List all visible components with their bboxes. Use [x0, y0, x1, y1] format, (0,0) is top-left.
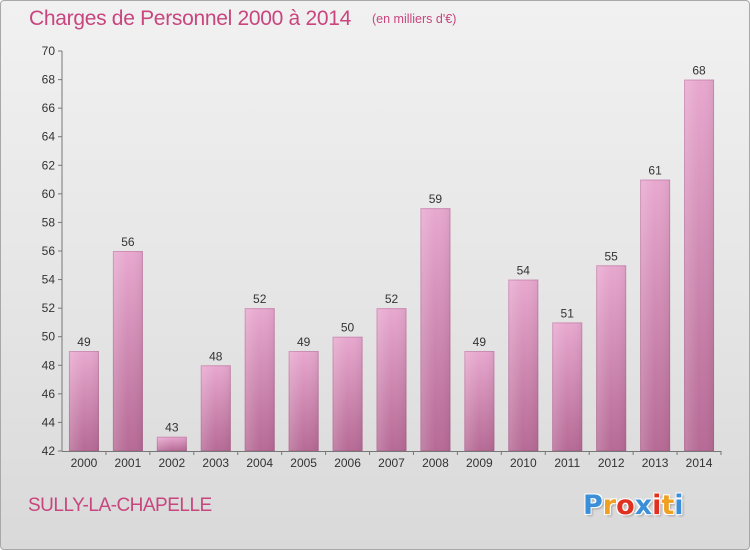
value-label: 43	[165, 421, 179, 435]
y-tick-label: 56	[42, 244, 56, 258]
x-tick-label: 2001	[115, 456, 142, 470]
bar-shade-2014	[684, 79, 715, 452]
value-label: 56	[121, 235, 135, 249]
bar-shade-2005	[288, 351, 319, 451]
x-tick-label: 2004	[246, 456, 273, 470]
bar-outline-2003	[200, 365, 231, 451]
bar-outline-2014	[684, 79, 715, 451]
bar-shade-2010	[508, 279, 539, 451]
x-tick-label: 2006	[334, 456, 361, 470]
bar-shade-2011	[552, 322, 583, 451]
x-tick-label: 2013	[642, 456, 669, 470]
logo-letter: i	[674, 490, 684, 521]
axes	[58, 50, 722, 455]
value-label: 52	[253, 292, 267, 306]
y-tick-label: 68	[42, 73, 56, 87]
value-label: 52	[385, 292, 399, 306]
y-tick-label: 44	[42, 415, 56, 429]
x-tick-label: 2008	[422, 456, 449, 470]
x-tick-label: 2011	[554, 456, 580, 470]
bar-outline-2007	[376, 308, 407, 451]
value-label: 54	[517, 264, 531, 278]
bar-shade-2003	[200, 365, 231, 451]
bar-shade-2008	[420, 208, 451, 451]
value-label: 49	[473, 335, 487, 349]
bar-outline-2013	[640, 179, 671, 451]
bar-outline-2011	[552, 322, 583, 451]
x-tick-label: 2005	[290, 456, 317, 470]
y-tick-label: 58	[42, 215, 56, 229]
y-tick-label: 42	[42, 444, 56, 458]
y-tick-label: 60	[42, 187, 56, 201]
value-label: 55	[604, 249, 618, 263]
logo-letter: i	[652, 490, 662, 521]
x-tick-label: 2002	[158, 456, 185, 470]
proxiti-logo: Proxiti	[583, 490, 684, 521]
x-tick-label: 2000	[71, 456, 98, 470]
commune-name: SULLY-LA-CHAPELLE	[28, 495, 212, 516]
bar-shade-2000	[68, 351, 99, 451]
y-tick-label: 52	[42, 301, 56, 315]
value-label: 49	[77, 335, 91, 349]
value-label: 48	[209, 349, 223, 363]
value-label: 50	[341, 321, 355, 335]
bar-shade-2006	[332, 336, 363, 451]
bar-outline-2005	[288, 351, 319, 451]
value-label: 59	[429, 192, 443, 206]
logo-letter: r	[602, 490, 617, 521]
logo-letter: o	[616, 490, 635, 521]
bar-shade-2002	[156, 436, 187, 451]
bar-shade-2001	[112, 251, 143, 451]
logo-letter: t	[661, 490, 675, 521]
value-label: 68	[692, 64, 706, 78]
y-tick-label: 46	[42, 387, 56, 401]
bar-outline-2008	[420, 208, 451, 451]
bar-outline-2010	[508, 279, 539, 452]
bar-shade-2009	[464, 351, 495, 451]
y-tick-label: 64	[42, 130, 56, 144]
x-tick-label: 2010	[510, 456, 537, 470]
chart-title: Charges de Personnel 2000 à 2014	[29, 7, 351, 30]
bar-outline-2004	[244, 308, 275, 451]
x-tick-label: 2009	[466, 456, 493, 470]
labels: 42 44 46 48 50 52 54 56 58 60 62 64 66 68 70 49 2000 56 20…	[42, 44, 713, 470]
x-tick-label: 2007	[378, 456, 405, 470]
bar-outline-2001	[112, 251, 143, 451]
y-tick-label: 54	[42, 273, 56, 287]
y-tick-label: 48	[42, 358, 56, 372]
x-tick-label: 2014	[686, 456, 713, 470]
bar-shade-2013	[640, 179, 671, 452]
x-tick-label: 2003	[202, 456, 229, 470]
y-tick-label: 66	[42, 101, 56, 115]
bar-shade-2007	[376, 308, 407, 451]
y-tick-label: 62	[42, 158, 56, 172]
value-label: 51	[561, 306, 575, 320]
bar-outline-2002	[156, 436, 187, 452]
logo-letter: P	[583, 490, 603, 521]
logo-letter: x	[634, 490, 653, 521]
bar-outline-2012	[596, 265, 627, 451]
bars	[68, 79, 715, 452]
bar-outline-2000	[68, 351, 99, 451]
value-label: 49	[297, 335, 311, 349]
value-label: 61	[648, 164, 662, 178]
bar-shade-2004	[244, 308, 275, 451]
y-tick-label: 50	[42, 330, 56, 344]
bar-shade-2012	[596, 265, 627, 451]
bar-outline-2009	[464, 351, 495, 451]
x-tick-label: 2012	[598, 456, 625, 470]
chart-subtitle: (en milliers d'€)	[372, 12, 457, 26]
y-tick-label: 70	[42, 44, 56, 58]
bar-outline-2006	[332, 336, 363, 452]
